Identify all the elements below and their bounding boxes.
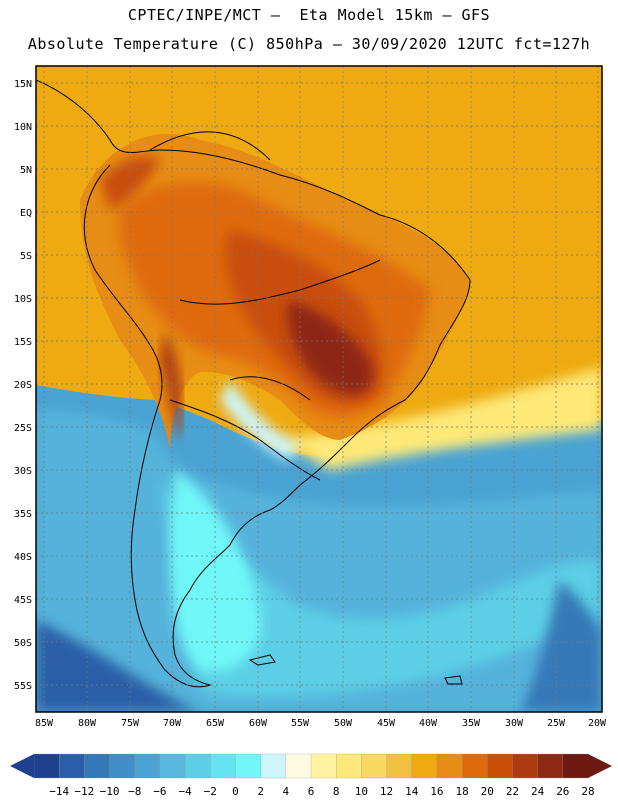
lat-label: 20S (14, 380, 32, 391)
lon-label: 40W (419, 718, 438, 729)
colorbar-swatch (336, 753, 362, 779)
colorbar-label: 16 (430, 785, 443, 798)
lon-label: 65W (206, 718, 225, 729)
colorbar-swatch (159, 753, 186, 779)
colorbar-label: −8 (128, 785, 141, 798)
colorbar-label: 8 (333, 785, 340, 798)
colorbar-swatch (235, 753, 262, 779)
lat-label: 45S (14, 595, 32, 606)
colorbar-swatch (562, 753, 589, 779)
colorbar-label: 24 (531, 785, 545, 798)
colorbar-labels: −14 −12 −10 −8 −6 −4 −2 0 2 4 6 8 10 12 14 16 18 20 22 24 26… (49, 785, 594, 798)
lon-label: 20W (588, 718, 607, 729)
lat-label: 30S (14, 466, 32, 477)
colorbar-swatch (310, 753, 337, 779)
colorbar-label: 2 (257, 785, 264, 798)
lon-label: 75W (121, 718, 140, 729)
colorbar-label: 4 (283, 785, 290, 798)
colorbar-swatch (386, 753, 413, 779)
lon-label: 30W (505, 718, 524, 729)
lat-label: 40S (14, 552, 32, 563)
colorbar-label: −12 (74, 785, 94, 798)
lat-label: 25S (14, 423, 32, 434)
colorbar-swatch (512, 753, 539, 779)
lat-label: 5N (20, 165, 32, 176)
lat-label: 50S (14, 638, 32, 649)
colorbar-right-arrow (588, 754, 612, 778)
colorbar-swatch (134, 753, 161, 779)
colorbar-swatch (436, 753, 463, 779)
colorbar-swatch (59, 753, 85, 779)
lon-label: 80W (78, 718, 97, 729)
map-frame (35, 65, 603, 713)
title-model: CPTEC/INPE/MCT – Eta Model 15km – GFS (127, 6, 491, 24)
colorbar-label: −2 (204, 785, 217, 798)
lat-label: 35S (14, 509, 32, 520)
lat-label: 5S (20, 251, 32, 262)
colorbar-swatch (487, 753, 513, 779)
lon-label: 60W (249, 718, 268, 729)
colorbar-label: −6 (153, 785, 166, 798)
colorbar-label: 28 (581, 785, 594, 798)
lat-label: 10N (14, 122, 32, 133)
colorbar-swatch (461, 753, 488, 779)
colorbar-swatches (33, 753, 589, 779)
colorbar: −14 −12 −10 −8 −6 −4 −2 0 2 4 6 8 10 12 14 16 18 20 22 24 26… (10, 753, 612, 798)
lon-label: 25W (547, 718, 566, 729)
lon-label: 35W (462, 718, 481, 729)
latitude-labels: 15N 10N 5N EQ 5S 10S 15S 20S 25S 30S 35S… (14, 79, 32, 692)
colorbar-label: −14 (49, 785, 69, 798)
colorbar-label: 26 (556, 785, 569, 798)
lon-label: 45W (377, 718, 396, 729)
colorbar-label: 20 (481, 785, 494, 798)
colorbar-label: 10 (355, 785, 368, 798)
colorbar-swatch (537, 753, 564, 779)
lon-label: 85W (35, 718, 54, 729)
colorbar-label: 14 (405, 785, 419, 798)
lon-label: 70W (163, 718, 182, 729)
coastline (36, 79, 471, 688)
colorbar-swatch (411, 753, 438, 779)
colorbar-label: 12 (380, 785, 393, 798)
colorbar-left-arrow (10, 754, 34, 778)
colorbar-label: −10 (100, 785, 120, 798)
temperature-field (36, 66, 602, 712)
lon-label: 55W (291, 718, 310, 729)
colorbar-label: −4 (178, 785, 192, 798)
lat-label: 10S (14, 294, 32, 305)
title-variable: Absolute Temperature (C) 850hPa – 30/09/… (27, 35, 591, 53)
colorbar-swatch (184, 753, 211, 779)
colorbar-label: 6 (308, 785, 315, 798)
colorbar-swatch (361, 753, 387, 779)
colorbar-swatch (285, 753, 312, 779)
lat-label: 15N (14, 79, 32, 90)
lat-label: 55S (14, 681, 32, 692)
graticule (36, 66, 602, 712)
lat-label: 15S (14, 337, 32, 348)
colorbar-label: 22 (506, 785, 519, 798)
colorbar-swatch (33, 753, 60, 779)
colorbar-swatch (210, 753, 236, 779)
colorbar-label: 0 (232, 785, 239, 798)
colorbar-swatch (260, 753, 287, 779)
longitude-labels: 85W 80W 75W 70W 65W 60W 55W 50W 45W 40W … (35, 718, 607, 729)
lat-label: EQ (20, 208, 32, 219)
colorbar-label: 18 (455, 785, 468, 798)
lon-label: 50W (334, 718, 353, 729)
colorbar-swatch (84, 753, 110, 779)
colorbar-swatch (109, 753, 136, 779)
